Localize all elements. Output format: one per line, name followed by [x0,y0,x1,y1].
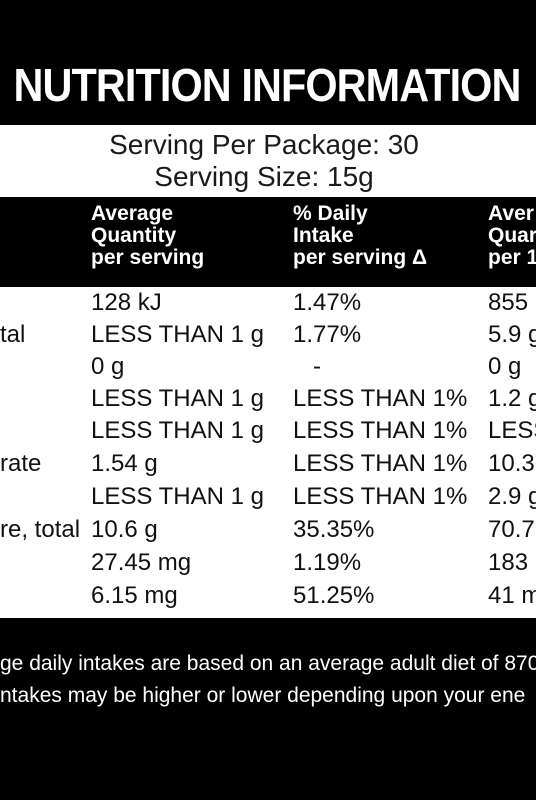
table-header: Average Quantity per serving % Daily Int… [0,197,536,287]
table-row: LESS THAN 1 g LESS THAN 1% 1.2 g [0,383,536,415]
row-qty-per-100g: 41 m [488,582,536,609]
table-row: tal LESS THAN 1 g 1.77% 5.9 g [0,319,536,351]
row-daily-intake: 35.35% [293,516,375,543]
row-qty-per-100g: LESS [488,417,536,444]
table-row: 27.45 mg 1.19% 183 m [0,547,536,579]
row-qty-per-serving: LESS THAN 1 g [91,321,264,348]
header-line: Average [91,202,174,225]
header-avg-qty-per-serving: Average Quantity per serving [91,203,204,269]
table-row: LESS THAN 1 g LESS THAN 1% 2.9 g [0,481,536,513]
row-daily-intake: LESS THAN 1% [293,385,468,412]
header-line: per serving [91,246,205,269]
header-line: Aver [488,202,534,225]
row-qty-per-serving: 6.15 mg [91,582,178,609]
row-qty-per-serving: LESS THAN 1 g [91,385,264,412]
row-daily-intake: - [313,353,321,380]
row-qty-per-100g: 2.9 g [488,483,536,510]
row-daily-intake: LESS THAN 1% [293,417,468,444]
table-row: LESS THAN 1 g LESS THAN 1% LESS [0,415,536,447]
page-title: NUTRITION INFORMATION [13,59,522,111]
row-daily-intake: 1.77% [293,321,362,348]
row-daily-intake: LESS THAN 1% [293,450,468,477]
table-row: 128 kJ 1.47% 855 k [0,287,536,319]
row-qty-per-100g: 70.7 [488,516,535,543]
row-qty-per-serving: 128 kJ [91,289,162,316]
row-qty-per-serving: 1.54 g [91,450,158,477]
footnote-line: ntakes may be higher or lower depending … [0,684,526,707]
row-qty-per-100g: 855 k [488,289,536,316]
header-line: Quar [488,224,536,247]
row-qty-per-100g: 5.9 g [488,321,536,348]
header-line: Quantity [91,224,177,247]
row-label: tal [0,321,26,348]
row-qty-per-serving: 10.6 g [91,516,158,543]
row-daily-intake: 1.19% [293,549,362,576]
row-daily-intake: 1.47% [293,289,362,316]
row-qty-per-serving: 27.45 mg [91,549,192,576]
row-daily-intake: 51.25% [293,582,375,609]
header-line: % Daily [293,202,368,225]
row-qty-per-serving: LESS THAN 1 g [91,483,264,510]
nutrition-table: 128 kJ 1.47% 855 k tal LESS THAN 1 g 1.7… [0,287,536,618]
serving-info: Serving Per Package: 30 Serving Size: 15… [0,125,536,197]
table-row: re, total 10.6 g 35.35% 70.7 [0,514,536,546]
row-qty-per-100g: 183 m [488,549,536,576]
row-daily-intake: LESS THAN 1% [293,483,468,510]
serving-size: Serving Size: 15g [154,161,374,192]
table-row: 6.15 mg 51.25% 41 m [0,580,536,612]
title-banner: NUTRITION INFORMATION [0,0,536,125]
header-line: per serving Δ [293,246,428,269]
table-row: rate 1.54 g LESS THAN 1% 10.3 [0,448,536,480]
servings-per-package: Serving Per Package: 30 [109,129,419,160]
row-label: re, total [0,516,81,543]
footnote-area: ge daily intakes are based on an average… [0,618,536,800]
header-line: per 1 [488,246,536,269]
footnote-line: ge daily intakes are based on an average… [0,652,536,675]
row-qty-per-serving: 0 g [91,353,125,380]
row-qty-per-100g: 10.3 [488,450,535,477]
table-row: 0 g - 0 g [0,351,536,383]
header-daily-intake: % Daily Intake per serving Δ [293,203,427,269]
row-qty-per-100g: 0 g [488,353,522,380]
header-avg-qty-per-100g: Aver Quar per 1 [488,203,536,269]
row-qty-per-100g: 1.2 g [488,385,536,412]
row-qty-per-serving: LESS THAN 1 g [91,417,264,444]
row-label: rate [0,450,42,477]
header-line: Intake [293,224,354,247]
